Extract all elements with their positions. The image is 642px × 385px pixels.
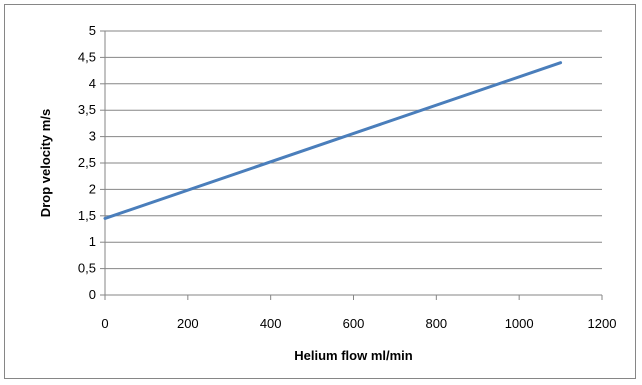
y-tick-label: 3,5 bbox=[78, 102, 96, 117]
y-tick-label: 3 bbox=[89, 129, 96, 144]
axes bbox=[100, 30, 603, 300]
chart-area bbox=[4, 4, 636, 379]
gridlines bbox=[105, 30, 602, 270]
series-line bbox=[103, 61, 563, 220]
x-tick-label: 0 bbox=[101, 316, 108, 331]
x-tick-labels: 0 200 400 600 800 1000 1200 bbox=[101, 316, 616, 331]
y-tick-label: 1 bbox=[89, 234, 96, 249]
x-tick-label: 200 bbox=[177, 316, 199, 331]
x-tick-label: 600 bbox=[343, 316, 365, 331]
x-axis-title: Helium flow ml/min bbox=[294, 348, 413, 363]
y-tick-labels: 0 0,5 1 1,5 2 2,5 3 3,5 4 4,5 5 bbox=[78, 23, 96, 302]
y-tick-label: 0,5 bbox=[78, 261, 96, 276]
y-axis-title: Drop velocity m/s bbox=[38, 109, 53, 217]
x-tick-label: 400 bbox=[260, 316, 282, 331]
y-tick-label: 1,5 bbox=[78, 208, 96, 223]
y-tick-label: 5 bbox=[89, 23, 96, 38]
x-tick-label: 800 bbox=[425, 316, 447, 331]
x-tick-label: 1200 bbox=[588, 316, 617, 331]
series-lines bbox=[103, 61, 563, 220]
y-tick-label: 4,5 bbox=[78, 49, 96, 64]
y-tick-label: 2 bbox=[89, 181, 96, 196]
y-tick-label: 4 bbox=[89, 76, 96, 91]
x-tick-label: 1000 bbox=[505, 316, 534, 331]
y-tick-label: 0 bbox=[89, 287, 96, 302]
y-tick-label: 2,5 bbox=[78, 155, 96, 170]
